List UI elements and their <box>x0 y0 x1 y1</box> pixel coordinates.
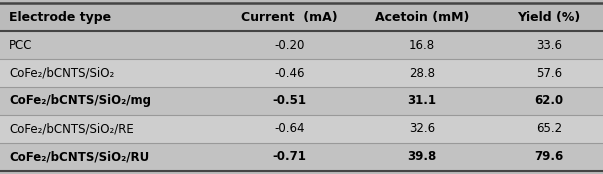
Text: 28.8: 28.8 <box>409 67 435 80</box>
Text: 31.1: 31.1 <box>408 94 437 107</box>
Text: -0.64: -0.64 <box>274 122 305 135</box>
Text: 62.0: 62.0 <box>534 94 563 107</box>
Text: 39.8: 39.8 <box>408 150 437 163</box>
Text: CoFe₂/bCNTS/SiO₂/mg: CoFe₂/bCNTS/SiO₂/mg <box>9 94 151 107</box>
Text: PCC: PCC <box>9 39 33 52</box>
Text: Electrode type: Electrode type <box>9 11 111 24</box>
Bar <box>0 87 603 115</box>
Text: 16.8: 16.8 <box>409 39 435 52</box>
Bar <box>0 115 603 143</box>
Text: Current  (mA): Current (mA) <box>241 11 338 24</box>
Text: 79.6: 79.6 <box>534 150 563 163</box>
Text: CoFe₂/bCNTS/SiO₂: CoFe₂/bCNTS/SiO₂ <box>9 67 115 80</box>
Text: 33.6: 33.6 <box>535 39 562 52</box>
Text: Acetoin (mM): Acetoin (mM) <box>375 11 469 24</box>
Text: -0.20: -0.20 <box>274 39 305 52</box>
Text: CoFe₂/bCNTS/SiO₂/RU: CoFe₂/bCNTS/SiO₂/RU <box>9 150 150 163</box>
Bar <box>0 3 603 31</box>
Text: 32.6: 32.6 <box>409 122 435 135</box>
Text: -0.71: -0.71 <box>273 150 306 163</box>
Text: 65.2: 65.2 <box>535 122 562 135</box>
Bar <box>0 143 603 171</box>
Text: 57.6: 57.6 <box>535 67 562 80</box>
Bar <box>0 31 603 59</box>
Text: CoFe₂/bCNTS/SiO₂/RE: CoFe₂/bCNTS/SiO₂/RE <box>9 122 134 135</box>
Bar <box>0 59 603 87</box>
Text: -0.51: -0.51 <box>273 94 306 107</box>
Text: Yield (%): Yield (%) <box>517 11 580 24</box>
Text: -0.46: -0.46 <box>274 67 305 80</box>
